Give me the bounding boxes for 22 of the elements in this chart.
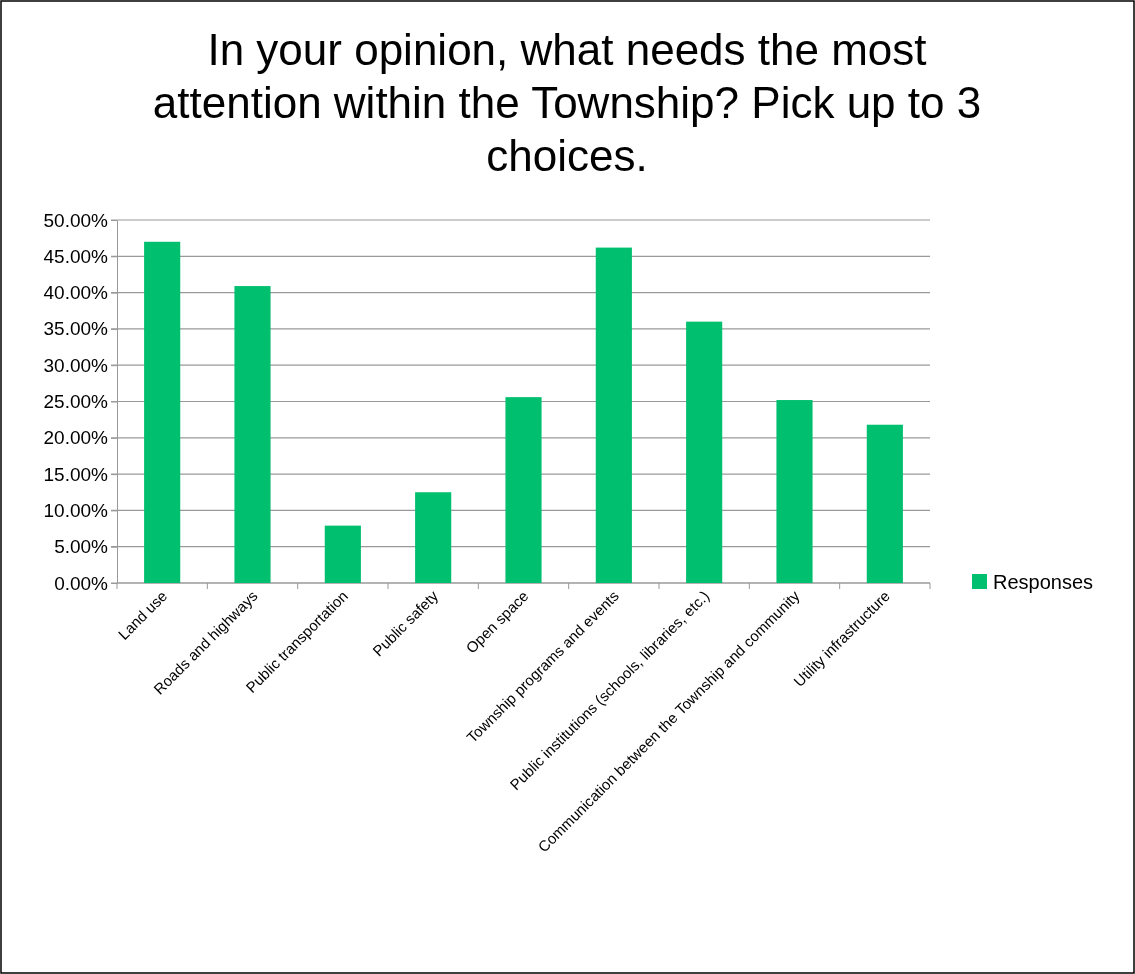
bar	[866, 424, 903, 583]
bar	[324, 525, 361, 583]
bar	[686, 321, 723, 583]
bar	[415, 492, 452, 583]
y-tick-label: 5.00%	[54, 536, 109, 558]
bar	[595, 247, 632, 583]
chart-title: In your opinion, what needs the most attention within the Township? Pick up to 3 choices.	[152, 25, 982, 180]
legend-label: Responses	[993, 571, 1094, 593]
bar	[776, 400, 813, 583]
y-tick-label: 35.00%	[43, 318, 109, 340]
bar	[144, 241, 181, 583]
y-tick-label: 20.00%	[43, 427, 109, 449]
y-tick-label: 45.00%	[43, 245, 109, 267]
y-tick-label: 50.00%	[43, 209, 109, 231]
y-tick-label: 10.00%	[43, 499, 109, 521]
y-tick-label: 25.00%	[43, 391, 109, 413]
y-tick-label: 15.00%	[43, 463, 109, 485]
y-tick-label: 40.00%	[43, 282, 109, 304]
bar	[234, 286, 271, 583]
y-tick-label: 0.00%	[54, 572, 109, 594]
bar	[505, 397, 542, 583]
y-tick-label: 30.00%	[43, 354, 109, 376]
